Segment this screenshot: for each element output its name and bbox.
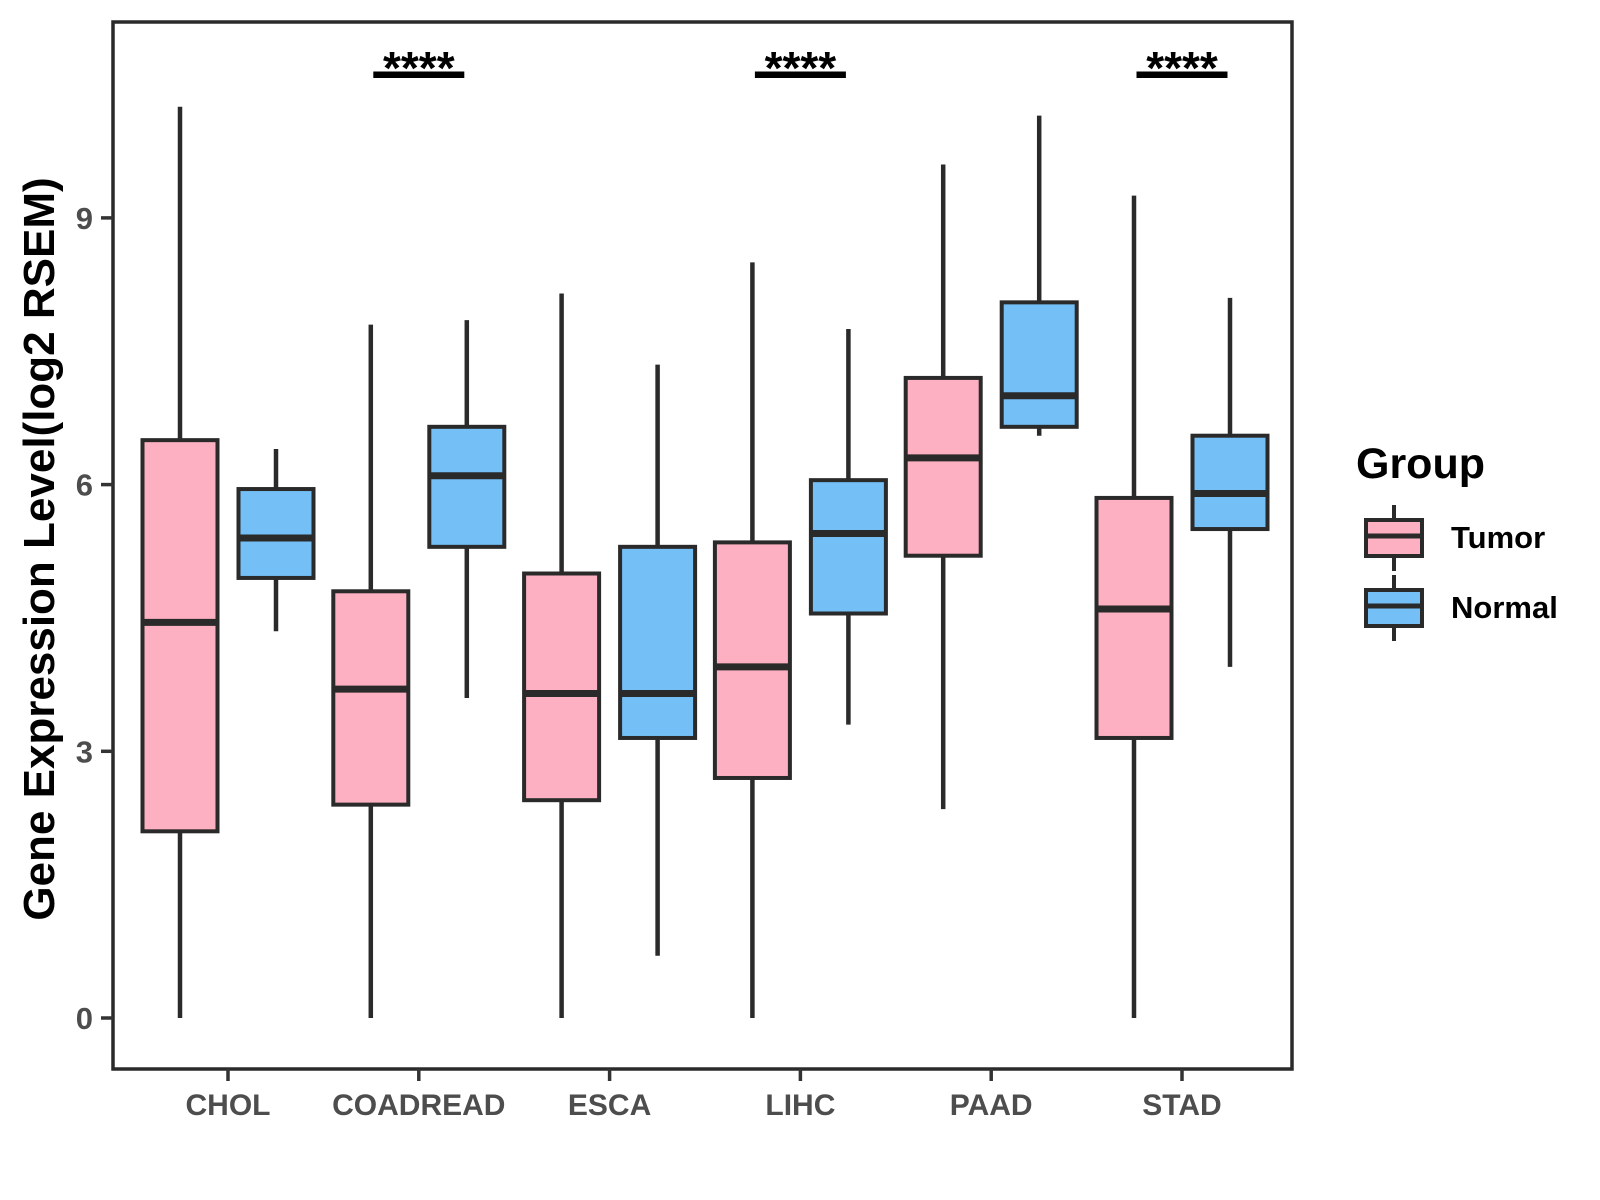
tumor-boxplot-key-icon (1364, 505, 1424, 571)
legend: Group Tumor Normal (1330, 440, 1596, 643)
box-Tumor-LIHC (712, 540, 792, 780)
significance-bar-LIHC (754, 71, 846, 78)
legend-label-normal: Normal (1451, 590, 1558, 625)
y-tick-label-6: 6 (76, 468, 93, 503)
box-Normal-PAAD (999, 300, 1079, 429)
significance-label-LIHC: **** (765, 42, 837, 94)
x-tick-label-COADREAD: COADREAD (332, 1089, 505, 1122)
x-tick-label-PAAD: PAAD (950, 1089, 1033, 1122)
box-Tumor-ESCA (522, 571, 602, 803)
box-Normal-CHOL (236, 487, 316, 580)
legend-label-tumor: Tumor (1451, 520, 1546, 555)
box-Normal-STAD (1190, 433, 1270, 532)
x-tick-label-LIHC: LIHC (765, 1089, 835, 1122)
significance-label-STAD: **** (1146, 42, 1218, 94)
significance-label-COADREAD: **** (383, 42, 455, 94)
x-tick-label-CHOL: CHOL (186, 1089, 271, 1122)
significance-bar-COADREAD (373, 71, 465, 78)
legend-title: Group (1356, 440, 1485, 488)
box-Tumor-PAAD (903, 375, 983, 558)
box-Tumor-STAD (1094, 495, 1174, 740)
y-tick-label-3: 3 (76, 734, 93, 769)
y-tick-label-0: 0 (76, 1001, 93, 1036)
y-tick-label-9: 9 (76, 201, 93, 236)
box-Tumor-COADREAD (331, 589, 411, 807)
normal-boxplot-key-icon (1364, 575, 1424, 641)
y-axis-title: Gene Expression Level(log2 RSEM) (15, 177, 64, 921)
box-Normal-ESCA (618, 544, 698, 740)
significance-bar-STAD (1136, 71, 1228, 78)
box-Normal-LIHC (808, 478, 888, 616)
legend-item-normal: Normal (1363, 573, 1596, 643)
legend-item-tumor: Tumor (1363, 503, 1596, 573)
x-tick-label-ESCA: ESCA (568, 1089, 651, 1122)
x-tick-label-STAD: STAD (1142, 1089, 1221, 1122)
box-Tumor-CHOL (140, 438, 220, 834)
box-Normal-COADREAD (427, 424, 507, 549)
